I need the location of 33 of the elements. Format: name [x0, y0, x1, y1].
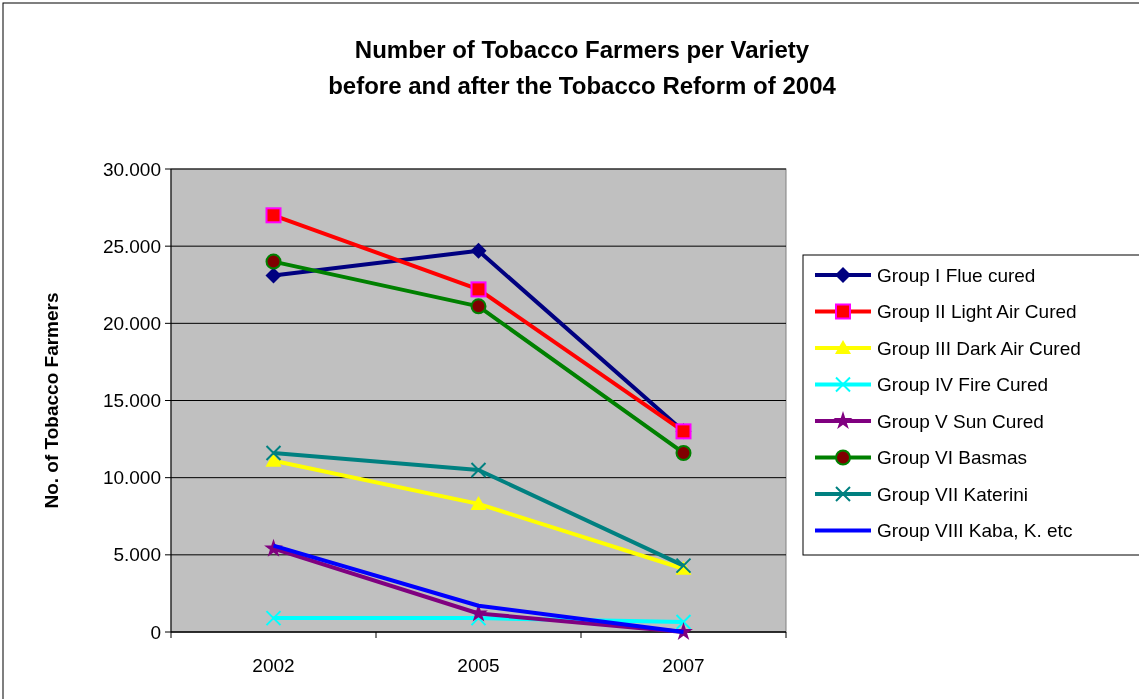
y-tick-label: 0 — [150, 621, 161, 643]
legend-label: Group III Dark Air Cured — [877, 337, 1081, 359]
point — [470, 242, 487, 259]
y-tick-label: 15.000 — [102, 390, 161, 412]
point — [265, 207, 282, 224]
x-tick-label: 2002 — [252, 655, 295, 676]
y-tick-label: 5.000 — [113, 544, 161, 566]
y-axis-title: No. of Tobacco Farmers — [41, 292, 62, 509]
point — [470, 495, 487, 510]
legend-label: Group II Light Air Cured — [877, 301, 1077, 323]
point — [265, 610, 282, 627]
legend-label: Group VIII Kaba, K. etc — [877, 520, 1073, 542]
x-tick-label: 2007 — [662, 655, 705, 676]
chart-title: Number of Tobacco Farmers per Variety before and after the Tobacco Reform of 2004 — [328, 36, 837, 99]
point — [265, 267, 282, 284]
point — [470, 281, 487, 298]
legend-label: Group IV Fire Cured — [877, 374, 1049, 396]
point — [675, 444, 692, 461]
y-tick-label: 20.000 — [102, 312, 161, 334]
point — [470, 461, 487, 478]
x-tick-label: 2005 — [457, 655, 500, 676]
point — [675, 613, 692, 630]
point — [265, 444, 282, 461]
point — [470, 298, 487, 315]
y-tick-label: 10.000 — [102, 467, 161, 489]
legend-label: Group I Flue cured — [877, 264, 1036, 286]
y-tick-label: 30.000 — [102, 158, 161, 180]
y-tick-label: 25.000 — [102, 235, 161, 257]
legend-label: Group VII Katerini — [877, 483, 1029, 505]
legend-label: Group VI Basmas — [877, 447, 1027, 469]
point — [265, 253, 282, 270]
legend-label: Group V Sun Cured — [877, 410, 1044, 432]
point — [265, 452, 282, 467]
